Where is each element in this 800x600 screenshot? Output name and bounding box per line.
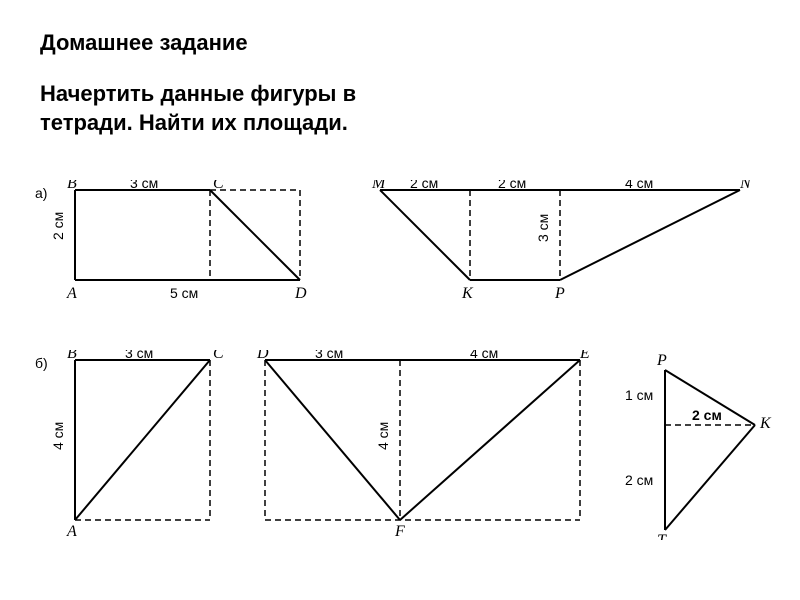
figure-trapezoid-abcd: а) B C A D 3 см 5 см 2 см <box>35 180 315 310</box>
label-A: A <box>66 285 77 302</box>
part-label-b: б) <box>35 355 48 371</box>
label-N: N <box>739 180 752 192</box>
dim-seg2-3: 4 см <box>470 350 498 361</box>
label-K-4: K <box>759 415 772 432</box>
label-B-2: B <box>67 350 77 362</box>
dim-AB: 2 см <box>50 212 66 240</box>
dim-top-4: 1 см <box>625 387 653 403</box>
subtitle-line1: Начертить данные фигуры в <box>40 81 356 106</box>
dim-seg1: 2 см <box>410 180 438 191</box>
figure-triangle-abc: б) B C A 3 см 4 см <box>35 350 235 540</box>
dim-base-4: 2 см <box>692 407 722 423</box>
label-D-3: D <box>256 350 269 362</box>
label-C-2: C <box>213 350 224 362</box>
figure-triangle-pkt: P K T 1 см 2 см 2 см <box>625 350 785 540</box>
label-T-4: T <box>657 532 667 540</box>
figure-trapezoid-mnpk: M N K P 2 см 2 см 4 см 3 см <box>370 180 770 310</box>
dim-height: 3 см <box>535 214 551 242</box>
dim-height-3: 4 см <box>375 422 391 450</box>
edge-AC-2 <box>75 360 210 520</box>
edge-KT <box>665 425 755 530</box>
part-label-a: а) <box>35 185 47 201</box>
page-subtitle: Начертить данные фигуры в тетради. Найти… <box>40 80 356 137</box>
label-A-2: A <box>66 523 77 540</box>
dim-BC: 3 см <box>130 180 158 191</box>
dim-height-2: 4 см <box>50 422 66 450</box>
figure-triangle-def: D E F 3 см 4 см 4 см <box>255 350 605 540</box>
dim-BC-2: 3 см <box>125 350 153 361</box>
edge-PN <box>560 190 740 280</box>
dim-seg1-3: 3 см <box>315 350 343 361</box>
label-C: C <box>213 180 224 192</box>
edge-CD <box>210 190 300 280</box>
dim-AD: 5 см <box>170 285 198 301</box>
edge-EF <box>400 360 580 520</box>
edge-MK <box>380 190 470 280</box>
label-E-3: E <box>579 350 590 362</box>
label-B: B <box>67 180 77 192</box>
label-M: M <box>371 180 387 192</box>
label-P: P <box>554 285 565 302</box>
label-K: K <box>461 285 474 302</box>
dim-seg3: 4 см <box>625 180 653 191</box>
label-P-4: P <box>656 352 667 369</box>
dim-bottom-4: 2 см <box>625 472 653 488</box>
page-title: Домашнее задание <box>40 30 248 56</box>
label-D: D <box>294 285 307 302</box>
label-F-3: F <box>394 523 405 540</box>
subtitle-line2: тетради. Найти их площади. <box>40 110 348 135</box>
dim-seg2: 2 см <box>498 180 526 191</box>
